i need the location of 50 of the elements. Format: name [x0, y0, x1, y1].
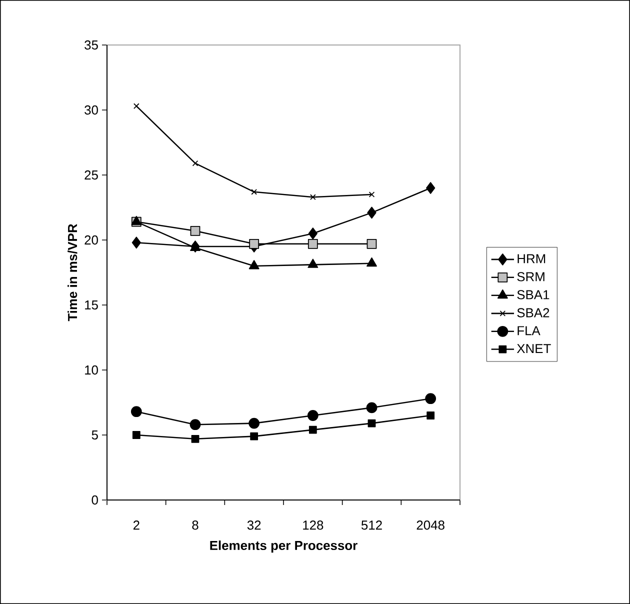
point	[248, 418, 260, 429]
y-tick-label: 30	[84, 105, 98, 115]
x-tick-label: 512	[361, 520, 382, 530]
x-tick-label: 2048	[416, 520, 444, 530]
point	[132, 431, 140, 439]
point	[132, 236, 141, 249]
point	[190, 226, 200, 236]
y-tick-label: 20	[84, 235, 98, 245]
y-tick-label: 0	[92, 495, 98, 505]
y-tick-label: 35	[84, 40, 98, 50]
x-tick-label: 32	[247, 520, 261, 530]
point	[307, 410, 318, 421]
point	[366, 257, 377, 267]
point	[190, 419, 201, 430]
point	[308, 426, 317, 434]
point	[426, 412, 435, 420]
legend-label: SRM	[517, 272, 544, 282]
x-axis-title: Elements per Processor	[210, 540, 358, 553]
point	[251, 188, 258, 195]
point	[368, 419, 376, 428]
point	[192, 160, 198, 166]
point	[366, 238, 377, 249]
x-tick-label: 2	[133, 520, 140, 530]
point	[250, 432, 258, 440]
y-tick-label: 15	[85, 300, 98, 310]
y-axis-title: Time in ms/VPR	[68, 224, 78, 322]
legend-label: SBA1	[517, 290, 550, 300]
point	[425, 393, 436, 404]
legend-label: SBA2	[517, 308, 550, 318]
legend-label: XNET	[516, 344, 551, 353]
point	[308, 228, 318, 240]
point	[366, 402, 378, 414]
y-tick-label: 5	[92, 430, 98, 440]
point	[308, 258, 318, 268]
point	[130, 406, 142, 418]
point	[133, 103, 140, 110]
legend-label: FLA	[518, 326, 540, 336]
point	[426, 182, 436, 194]
point	[191, 434, 200, 443]
point	[249, 238, 260, 249]
x-tick-label: 8	[192, 520, 198, 530]
y-tick-label: 25	[84, 170, 98, 180]
y-tick-label: 10	[85, 365, 98, 375]
x-tick-label: 128	[303, 520, 324, 530]
point	[310, 194, 316, 200]
legend-label: HRM	[518, 254, 546, 264]
point	[368, 192, 375, 198]
point	[367, 206, 376, 219]
point	[248, 260, 260, 270]
point	[308, 238, 318, 249]
